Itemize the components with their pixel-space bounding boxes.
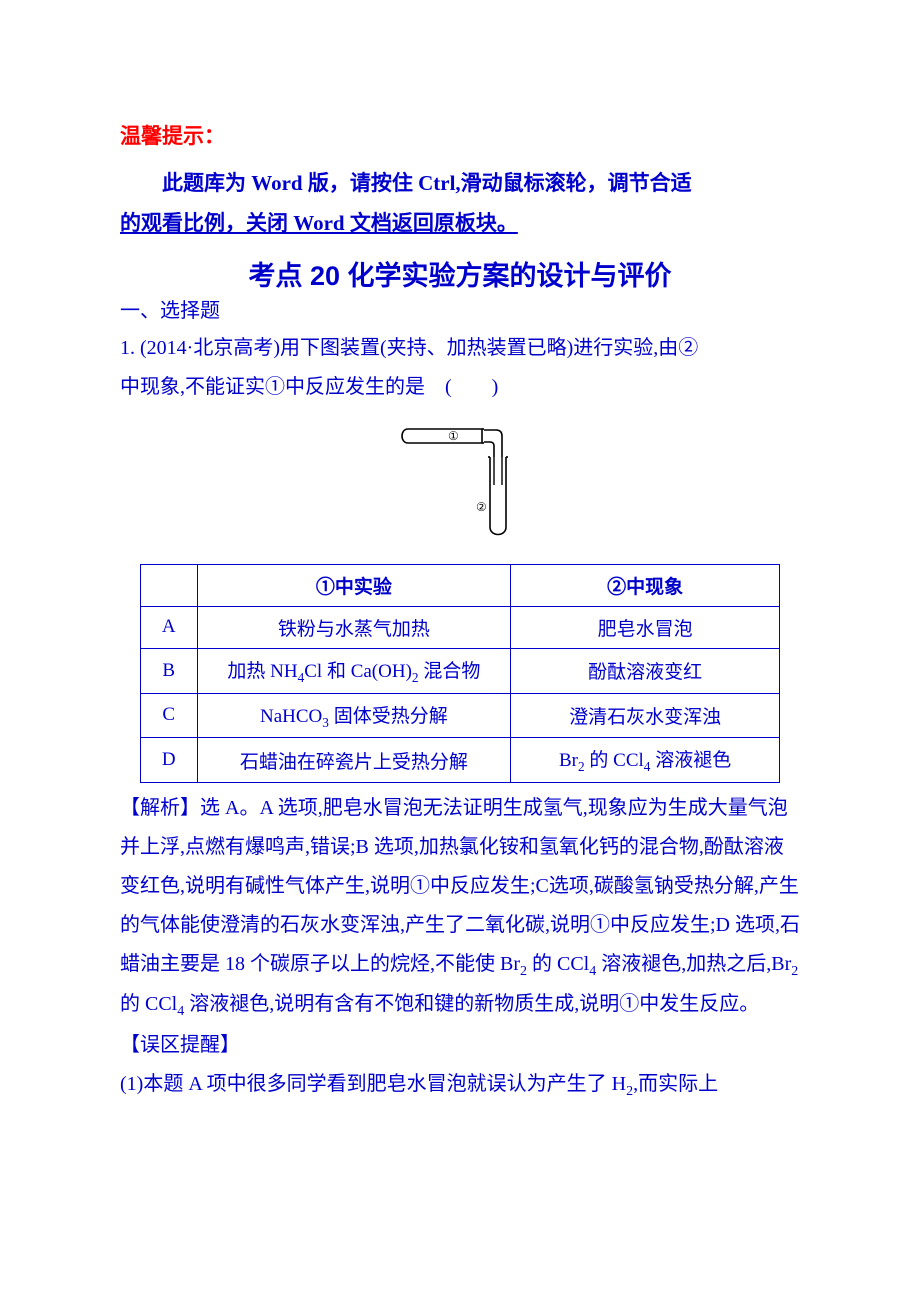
question-1-stem: 1. (2014·北京高考)用下图装置(夹持、加热装置已略)进行实验,由② 中现… <box>120 329 800 407</box>
header-col2: ②中现象 <box>511 564 780 606</box>
table-row: D 石蜡油在碎瓷片上受热分解 Br2 的 CCl4 溶液褪色 <box>141 738 780 783</box>
header-blank <box>141 564 198 606</box>
table-header-row: ①中实验 ②中现象 <box>141 564 780 606</box>
row-col1: 石蜡油在碎瓷片上受热分解 <box>197 738 511 783</box>
table-row: C NaHCO3 固体受热分解 澄清石灰水变浑浊 <box>141 693 780 738</box>
table-row: A 铁粉与水蒸气加热 肥皂水冒泡 <box>141 606 780 648</box>
section-heading-1: 一、选择题 <box>120 293 800 329</box>
hint-body-line2: 的观看比例，关闭 Word 文档返回原板块。 <box>120 211 518 235</box>
row-col2: 酚酞溶液变红 <box>511 648 780 693</box>
kaodian-title: 考点 20 化学实验方案的设计与评价 <box>120 254 800 293</box>
diagram-label-1: ① <box>448 429 459 443</box>
row-col2: Br2 的 CCl4 溶液褪色 <box>511 738 780 783</box>
options-table: ①中实验 ②中现象 A 铁粉与水蒸气加热 肥皂水冒泡 B 加热 NH4Cl 和 … <box>140 564 780 783</box>
diagram-label-2: ② <box>476 500 487 514</box>
hint-title: 温馨提示： <box>120 120 800 150</box>
row-col1: 铁粉与水蒸气加热 <box>197 606 511 648</box>
hint-body: 此题库为 Word 版，请按住 Ctrl,滑动鼠标滚轮，调节合适 的观看比例，关… <box>120 164 800 244</box>
warn-title: 【误区提醒】 <box>120 1026 800 1065</box>
row-col1: 加热 NH4Cl 和 Ca(OH)2 混合物 <box>197 648 511 693</box>
apparatus-diagram: ① ② <box>120 415 800 550</box>
analysis-text: 【解析】选 A。A 选项,肥皂水冒泡无法证明生成氢气,现象应为生成大量气泡并上浮… <box>120 789 800 1026</box>
warn-line1: (1)本题 A 项中很多同学看到肥皂水冒泡就误认为产生了 H2,而实际上 <box>120 1065 800 1105</box>
row-col1: NaHCO3 固体受热分解 <box>197 693 511 738</box>
q1-line2: 中现象,不能证实①中反应发生的是 ( ) <box>120 376 498 398</box>
apparatus-svg: ① ② <box>390 415 530 545</box>
row-label: D <box>141 738 198 783</box>
row-label: C <box>141 693 198 738</box>
document-page: 温馨提示： 此题库为 Word 版，请按住 Ctrl,滑动鼠标滚轮，调节合适 的… <box>0 0 920 1145</box>
horizontal-tube <box>402 429 482 443</box>
row-label: B <box>141 648 198 693</box>
hint-body-line1: 此题库为 Word 版，请按住 Ctrl,滑动鼠标滚轮，调节合适 <box>120 164 692 204</box>
table-row: B 加热 NH4Cl 和 Ca(OH)2 混合物 酚酞溶液变红 <box>141 648 780 693</box>
bent-tube-inner <box>484 442 494 457</box>
vertical-tube <box>490 457 506 535</box>
row-col2: 澄清石灰水变浑浊 <box>511 693 780 738</box>
row-col2: 肥皂水冒泡 <box>511 606 780 648</box>
q1-line1: 1. (2014·北京高考)用下图装置(夹持、加热装置已略)进行实验,由② <box>120 337 698 359</box>
row-label: A <box>141 606 198 648</box>
header-col1: ①中实验 <box>197 564 511 606</box>
